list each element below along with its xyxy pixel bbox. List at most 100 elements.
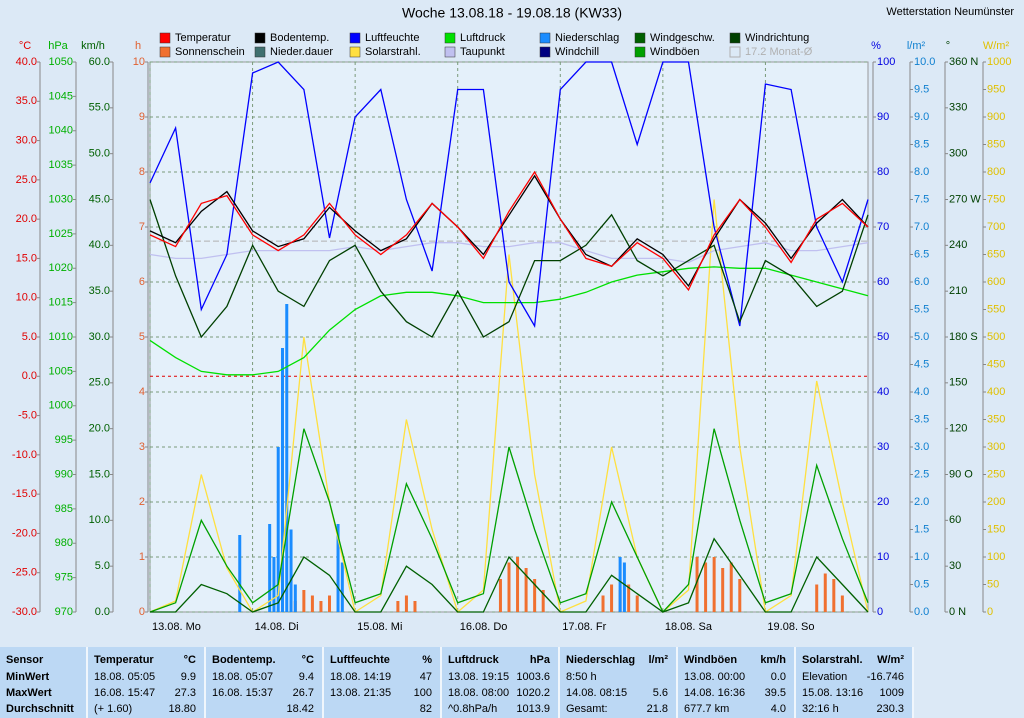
cell-text: 18.08. 14:19 (330, 671, 392, 683)
table-column (796, 647, 914, 718)
y-tick-label: 0.0 (22, 370, 37, 382)
header-unit: l/m² (648, 654, 668, 666)
y-tick-label: 1025 (49, 228, 73, 240)
header-unit: W/m² (877, 654, 904, 666)
y-tick-label: 25.0 (16, 174, 37, 186)
y-tick-label: 360 N (949, 56, 978, 68)
x-tick-label: 16.08. Do (460, 621, 508, 633)
y-tick-label: 650 (987, 248, 1005, 260)
cell-value: 82 (419, 703, 432, 715)
y-tick-label: 0.0 (914, 606, 929, 618)
y-tick-label: 10 (133, 56, 145, 68)
y-tick-label: 20.0 (16, 213, 37, 225)
y-tick-label: 150 (949, 377, 967, 389)
series-line (149, 428, 869, 614)
y-tick-label: 60 (949, 514, 961, 526)
y-tick-label: 100 (987, 551, 1005, 563)
y-tick-label: 60.0 (89, 56, 110, 68)
cell-value: 1009 (879, 687, 904, 699)
cell-text: 13.08. 00:00 (684, 671, 746, 683)
y-tick-label: 5.0 (914, 331, 929, 343)
y-tick-label: 45.0 (89, 193, 110, 205)
bar (704, 562, 708, 612)
cell-value: 100 (413, 687, 432, 699)
y-tick-label: 150 (987, 523, 1005, 535)
header-unit: hPa (529, 654, 550, 666)
y-tick-label: 10.0 (89, 514, 110, 526)
bar (635, 595, 639, 612)
y-tick-label: 970 (55, 606, 73, 618)
cell-text: 14.08. 16:36 (684, 687, 746, 699)
y-tick-label: 1040 (49, 125, 73, 137)
header-unit: km/h (760, 654, 786, 666)
legend-swatch (539, 46, 551, 58)
bar (601, 595, 605, 612)
bar (238, 535, 242, 612)
y-tick-label: 700 (987, 221, 1005, 233)
legend-label: Windgeschw. (650, 32, 715, 44)
bar (695, 557, 699, 612)
cell-value: 27.3 (174, 687, 196, 699)
y-tick-label: 40.0 (89, 239, 110, 251)
y-tick-label: 6.0 (914, 276, 929, 288)
legend-swatch (634, 46, 646, 58)
axis-unit: °C (19, 40, 31, 52)
legend-label: Solarstrahl. (365, 46, 421, 58)
x-tick-label: 17.08. Fr (562, 621, 606, 633)
y-tick-label: 3.5 (914, 413, 929, 425)
y-tick-label: 9.0 (914, 111, 929, 123)
legend-label: 17.2 Monat-Ø (745, 46, 813, 58)
y-tick-label: 70 (877, 221, 889, 233)
y-tick-label: 55.0 (89, 102, 110, 114)
series-line (150, 537, 869, 613)
cell-text: (+ 1.60) (94, 703, 133, 715)
bar (507, 562, 511, 612)
y-tick-label: 2.0 (914, 496, 929, 508)
cell-value: 18.42 (286, 703, 314, 715)
legend-swatch (349, 32, 361, 44)
y-tick-label: 9 (139, 111, 145, 123)
legend-label: Windchill (555, 46, 599, 58)
bar (272, 557, 276, 612)
y-tick-label: 50 (877, 331, 889, 343)
bar (832, 579, 836, 612)
x-tick-label: 15.08. Mi (357, 621, 402, 633)
cell-text: 13.08. 21:35 (330, 687, 392, 699)
cell-text: 16.08. 15:37 (212, 687, 274, 699)
y-tick-label: 50.0 (89, 148, 110, 160)
legend-swatch (349, 46, 361, 58)
cell-text: Elevation (802, 671, 848, 683)
bar (815, 584, 819, 612)
y-tick-label: 850 (987, 138, 1005, 150)
bar (396, 601, 400, 612)
y-tick-label: 350 (987, 413, 1005, 425)
cell-value: 9.4 (298, 671, 314, 683)
y-tick-label: 1.5 (914, 523, 929, 535)
bar (340, 562, 344, 612)
legend-swatch (159, 46, 171, 58)
y-tick-label: 0.0 (95, 606, 110, 618)
header-cell: Sensor (6, 654, 44, 666)
cell-text: Gesamt: (566, 703, 608, 715)
y-tick-label: 100 (877, 56, 895, 68)
y-tick-label: 1005 (49, 365, 73, 377)
plot-area (149, 61, 869, 613)
series-line (149, 199, 869, 339)
cell-text: 15.08. 13:16 (802, 687, 864, 699)
bar (285, 304, 289, 612)
cell-value: 0.0 (770, 671, 786, 683)
y-tick-label: 30.0 (89, 331, 110, 343)
bar (712, 557, 716, 612)
series-line (149, 266, 869, 376)
cell-text: 13.08. 19:15 (448, 671, 510, 683)
cell-text: 32:16 h (802, 703, 839, 715)
y-tick-label: 210 (949, 285, 967, 297)
legend-swatch (254, 32, 266, 44)
y-tick-label: 15.0 (16, 252, 37, 264)
cell-text: 14.08. 08:15 (566, 687, 628, 699)
cell-value: 18.80 (168, 703, 196, 715)
table-column (0, 647, 88, 718)
y-tick-label: 4.0 (914, 386, 929, 398)
row-label: MinWert (6, 671, 50, 683)
